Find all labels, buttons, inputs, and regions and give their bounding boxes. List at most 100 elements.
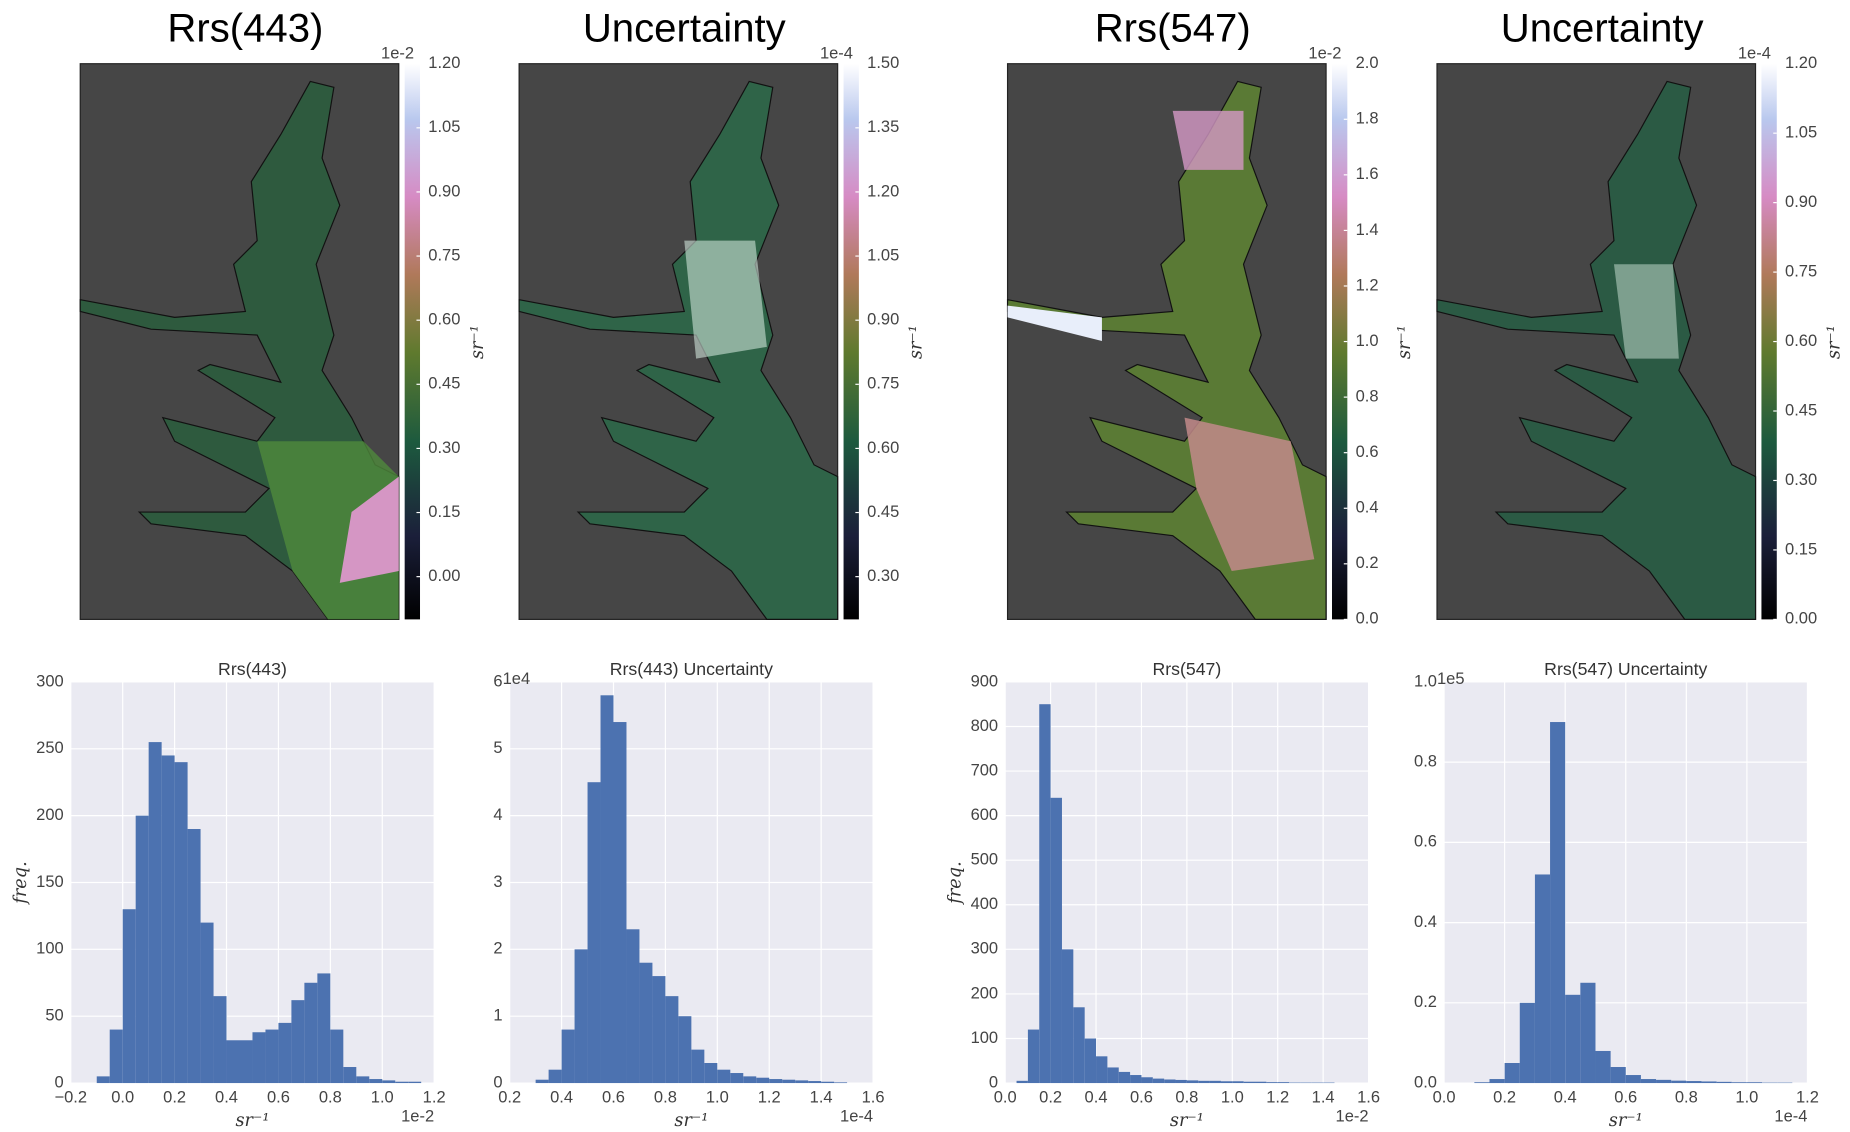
colorbar-label: sr⁻¹ bbox=[468, 325, 488, 359]
colorbar-tick-label: 0.2 bbox=[1356, 554, 1379, 572]
colorbar-tick-label: 0.6 bbox=[1356, 443, 1379, 461]
histogram-bar bbox=[1243, 1081, 1256, 1084]
y-tick-label: 4 bbox=[493, 806, 502, 824]
histogram-bar bbox=[148, 742, 162, 1084]
histogram-bar bbox=[1096, 1056, 1108, 1084]
colorbar-offset: 1e-2 bbox=[1308, 45, 1341, 63]
histogram-bar bbox=[252, 1032, 266, 1084]
x-tick-label: 1.0 bbox=[1735, 1089, 1758, 1107]
map-title: Rrs(443) bbox=[167, 6, 323, 50]
histogram-bar bbox=[239, 1040, 253, 1084]
y-tick-label: 200 bbox=[36, 806, 64, 824]
histogram-bar bbox=[1625, 1075, 1641, 1084]
histogram-bar bbox=[1016, 1080, 1028, 1084]
colorbar-tick-label: 0.00 bbox=[428, 567, 460, 585]
y-tick-label: 0 bbox=[493, 1073, 502, 1091]
histogram-bar bbox=[1209, 1080, 1221, 1084]
x-tick-label: 0.2 bbox=[1039, 1089, 1062, 1107]
y-tick-label: 600 bbox=[971, 806, 999, 824]
y-offset: 1e5 bbox=[1437, 670, 1465, 688]
histogram-bar bbox=[1198, 1080, 1210, 1084]
colorbar-tick-label: 0.8 bbox=[1356, 387, 1379, 405]
histogram-bar bbox=[408, 1081, 422, 1084]
histogram-bar bbox=[574, 949, 588, 1084]
colorbar-tick-label: 1.0 bbox=[1356, 332, 1379, 350]
colorbar bbox=[1331, 63, 1348, 620]
histogram-bar bbox=[1565, 994, 1581, 1084]
map-title: Uncertainty bbox=[1501, 6, 1704, 50]
histogram-bar bbox=[1610, 1067, 1626, 1084]
histogram-bar bbox=[291, 1000, 305, 1084]
y-axis-label: freq. bbox=[946, 861, 966, 905]
map-shading bbox=[1007, 305, 1102, 341]
histogram-bar bbox=[187, 829, 201, 1084]
histogram-bar bbox=[161, 755, 175, 1084]
histogram-bar bbox=[317, 973, 331, 1084]
x-tick-label: 0.6 bbox=[602, 1089, 625, 1107]
histogram-bar bbox=[1519, 1002, 1535, 1084]
colorbar-label: sr⁻¹ bbox=[1825, 325, 1845, 359]
histogram-bar bbox=[717, 1069, 731, 1084]
histogram-bar bbox=[756, 1077, 770, 1084]
histogram-bar bbox=[200, 922, 214, 1084]
histogram-bar bbox=[626, 929, 640, 1084]
histogram-bar bbox=[1550, 722, 1566, 1084]
y-tick-label: 0.2 bbox=[1414, 993, 1437, 1011]
y-tick-label: 0 bbox=[989, 1073, 998, 1091]
colorbar-tick-label: 1.20 bbox=[428, 54, 460, 72]
colorbar-tick-label: 0.15 bbox=[428, 503, 460, 521]
map-title: Rrs(547) bbox=[1095, 6, 1251, 50]
histogram-bar bbox=[109, 1029, 123, 1084]
x-tick-label: 1.6 bbox=[1357, 1089, 1380, 1107]
colorbar-tick-label: 0.45 bbox=[428, 375, 460, 393]
x-offset: 1e-4 bbox=[1774, 1108, 1807, 1126]
histogram-bar bbox=[834, 1082, 848, 1084]
x-tick-label: 0.0 bbox=[111, 1089, 134, 1107]
map-title: Uncertainty bbox=[583, 6, 786, 50]
x-tick-label: 1.0 bbox=[706, 1089, 729, 1107]
histogram-bar bbox=[1050, 797, 1062, 1084]
histogram-bar bbox=[1595, 1050, 1611, 1084]
x-tick-label: 1.4 bbox=[1312, 1089, 1335, 1107]
x-tick-label: 1.4 bbox=[810, 1089, 833, 1107]
y-tick-label: 900 bbox=[971, 672, 999, 690]
colorbar-tick-label: 2.0 bbox=[1356, 54, 1379, 72]
y-tick-label: 5 bbox=[493, 739, 502, 757]
x-tick-label: 0.2 bbox=[163, 1089, 186, 1107]
histogram-bar bbox=[382, 1080, 396, 1084]
x-tick-label: 1.2 bbox=[1796, 1089, 1819, 1107]
map-shading bbox=[339, 476, 399, 583]
y-tick-label: 200 bbox=[971, 984, 999, 1002]
x-tick-label: 1.6 bbox=[862, 1089, 885, 1107]
y-tick-label: 300 bbox=[36, 672, 64, 690]
x-tick-label: 0.8 bbox=[319, 1089, 342, 1107]
histogram-bar bbox=[278, 1022, 292, 1084]
chart-title: Rrs(547) Uncertainty bbox=[1544, 659, 1707, 679]
colorbar-tick-label: 1.20 bbox=[867, 182, 899, 200]
histogram-bar bbox=[1039, 704, 1051, 1084]
histogram-bar bbox=[1489, 1079, 1505, 1084]
y-tick-label: 6 bbox=[493, 672, 502, 690]
histogram-bar bbox=[369, 1079, 383, 1084]
y-tick-label: 150 bbox=[36, 873, 64, 891]
histogram-bar bbox=[1671, 1080, 1687, 1084]
histogram-bar bbox=[1118, 1071, 1131, 1084]
histogram-bar bbox=[1746, 1082, 1763, 1084]
histogram-bar bbox=[1107, 1067, 1119, 1084]
chart-title: Rrs(443) bbox=[218, 659, 287, 679]
histogram-bar bbox=[1130, 1075, 1142, 1084]
histogram-bar bbox=[1701, 1081, 1717, 1084]
x-tick-label: 0.0 bbox=[994, 1089, 1017, 1107]
histogram-bar bbox=[96, 1076, 110, 1084]
y-tick-label: 300 bbox=[971, 940, 999, 958]
x-tick-label: 1.0 bbox=[1221, 1089, 1244, 1107]
colorbar-offset: 1e-2 bbox=[381, 45, 414, 63]
histogram-bar bbox=[1504, 1062, 1520, 1084]
histogram-bar bbox=[122, 909, 136, 1084]
histogram-bar bbox=[730, 1073, 744, 1084]
histogram-bar bbox=[535, 1079, 549, 1084]
histogram-bar bbox=[1255, 1081, 1267, 1084]
histogram-bar bbox=[1164, 1079, 1176, 1084]
chart-title: Rrs(443) Uncertainty bbox=[610, 659, 773, 679]
x-axis-label: sr⁻¹ bbox=[1609, 1111, 1643, 1131]
